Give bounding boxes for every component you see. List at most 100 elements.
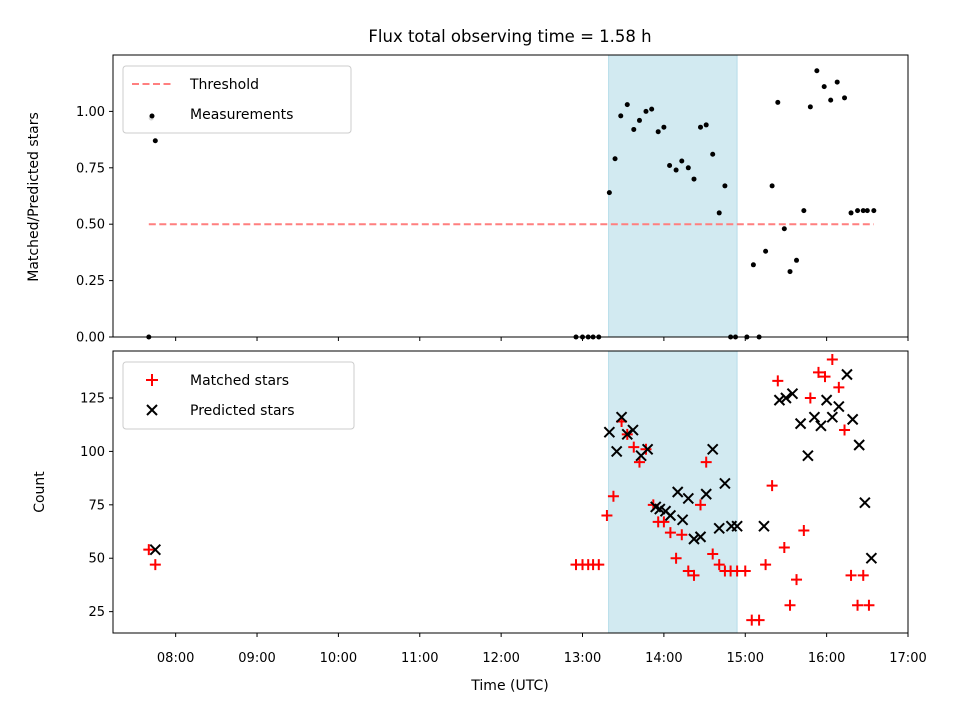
predicted-star-point	[700, 488, 712, 500]
legend-measurements-label: Measurements	[190, 107, 293, 123]
matched-star-point	[766, 480, 778, 492]
matched-star-point	[826, 354, 838, 366]
predicted-star-point	[786, 388, 799, 400]
measurement-point	[698, 124, 704, 130]
bottom-xtick-label: 10:00	[320, 651, 357, 666]
matched-star-point	[753, 614, 765, 626]
matched-star-point	[640, 443, 652, 455]
matched-star-point	[760, 559, 772, 571]
measurement-point	[828, 97, 834, 103]
predicted-star-point	[846, 413, 859, 426]
top-legend: Threshold Measurements	[122, 65, 352, 134]
matched-star-point	[658, 516, 670, 528]
measurement-point	[787, 269, 793, 275]
matched-star-point	[863, 599, 875, 611]
measurement-point	[691, 176, 697, 182]
predicted-star-point	[676, 514, 689, 526]
matched-star-point	[845, 569, 857, 581]
legend-predicted-swatch	[146, 404, 158, 416]
predicted-star-point	[758, 520, 770, 532]
matched-star-point	[695, 499, 707, 511]
matched-star-point	[804, 392, 816, 404]
measurement-point	[673, 167, 679, 173]
matched-star-point	[791, 574, 803, 586]
predicted-star-point	[859, 496, 871, 509]
bottom-frame	[112, 350, 909, 634]
predicted-star-point	[802, 449, 814, 462]
bottom-ytick-label: 50	[88, 552, 105, 567]
measurement-point	[612, 156, 618, 162]
measurement-point	[618, 113, 624, 119]
bottom-ylabel: Count	[32, 471, 48, 513]
bottom-legend-box	[122, 361, 355, 430]
bottom-panel: 25 50 75 100 125 08:00 09:00 10:00 11:00 12:00 13:…	[32, 350, 927, 694]
predicted-star-point	[731, 520, 743, 532]
measurement-point	[781, 226, 787, 232]
measurement-point	[763, 248, 769, 254]
legend-threshold-label: Threshold	[189, 77, 259, 93]
measurement-point	[624, 102, 630, 108]
matched-star-point	[833, 381, 845, 393]
predicted-star-point	[780, 392, 792, 404]
predicted-star-point	[820, 394, 833, 406]
predicted-star-point	[826, 411, 839, 423]
top-axes: 0.00 0.25 0.50 0.75 1.00	[76, 105, 909, 346]
bottom-highlight-span	[608, 350, 738, 634]
measurement-point	[834, 79, 840, 85]
matched-star-point	[852, 599, 864, 611]
measurement-point	[821, 84, 827, 90]
bottom-legend: Matched stars Predicted stars	[122, 361, 355, 430]
measurement-point	[775, 99, 781, 105]
predicted-star-point	[641, 443, 654, 455]
measurement-point	[871, 208, 877, 214]
bottom-ytick-label: 100	[80, 445, 105, 460]
measurement-point	[667, 163, 673, 169]
predicted-star-point	[719, 477, 731, 490]
matched-star-point	[682, 565, 694, 577]
predicted-star-point	[672, 486, 684, 498]
matched-star-point	[593, 559, 605, 571]
matched-star-point	[713, 559, 725, 571]
count-series	[143, 354, 878, 626]
matched-star-point	[798, 524, 810, 536]
predicted-star-point	[694, 531, 707, 543]
predicted-star-point	[841, 368, 853, 381]
predicted-star-point	[627, 424, 639, 436]
measurement-point	[769, 183, 775, 189]
bottom-ytick-label: 25	[88, 605, 105, 620]
measurement-point	[703, 122, 709, 128]
top-ytick-label: 0.25	[76, 274, 105, 289]
measurement-point	[716, 210, 722, 216]
legend-matched-label: Matched stars	[190, 373, 289, 389]
measurement-point	[860, 208, 866, 214]
matched-star-point	[700, 456, 712, 468]
predicted-star-point	[149, 543, 162, 556]
matched-star-point	[664, 527, 676, 539]
top-ytick-label: 1.00	[76, 105, 105, 120]
bottom-xtick-label: 11:00	[401, 651, 438, 666]
predicted-star-point	[773, 394, 786, 406]
measurement-point	[661, 124, 667, 130]
matched-star-point	[812, 366, 824, 378]
bottom-xtick-label: 09:00	[238, 651, 275, 666]
measurement-point	[794, 257, 800, 263]
measurement-point	[606, 190, 612, 196]
matched-star-point	[739, 565, 751, 577]
bottom-xtick-label: 12:00	[482, 651, 519, 666]
top-ylabel: Matched/Predicted stars	[26, 112, 42, 282]
bottom-xtick-label: 14:00	[645, 651, 682, 666]
measurement-point	[152, 138, 158, 144]
measurement-point	[848, 210, 854, 216]
top-highlight-span	[608, 54, 738, 338]
predicted-star-point	[615, 411, 628, 423]
predicted-star-point	[603, 426, 616, 438]
matched-star-point	[149, 559, 161, 571]
matched-star-point	[839, 424, 851, 436]
measurement-point	[685, 165, 691, 171]
measurement-point	[710, 151, 716, 157]
measurement-point	[722, 183, 728, 189]
measurement-point	[864, 208, 870, 214]
matched-star-point	[707, 548, 719, 560]
measurement-point	[649, 106, 655, 112]
